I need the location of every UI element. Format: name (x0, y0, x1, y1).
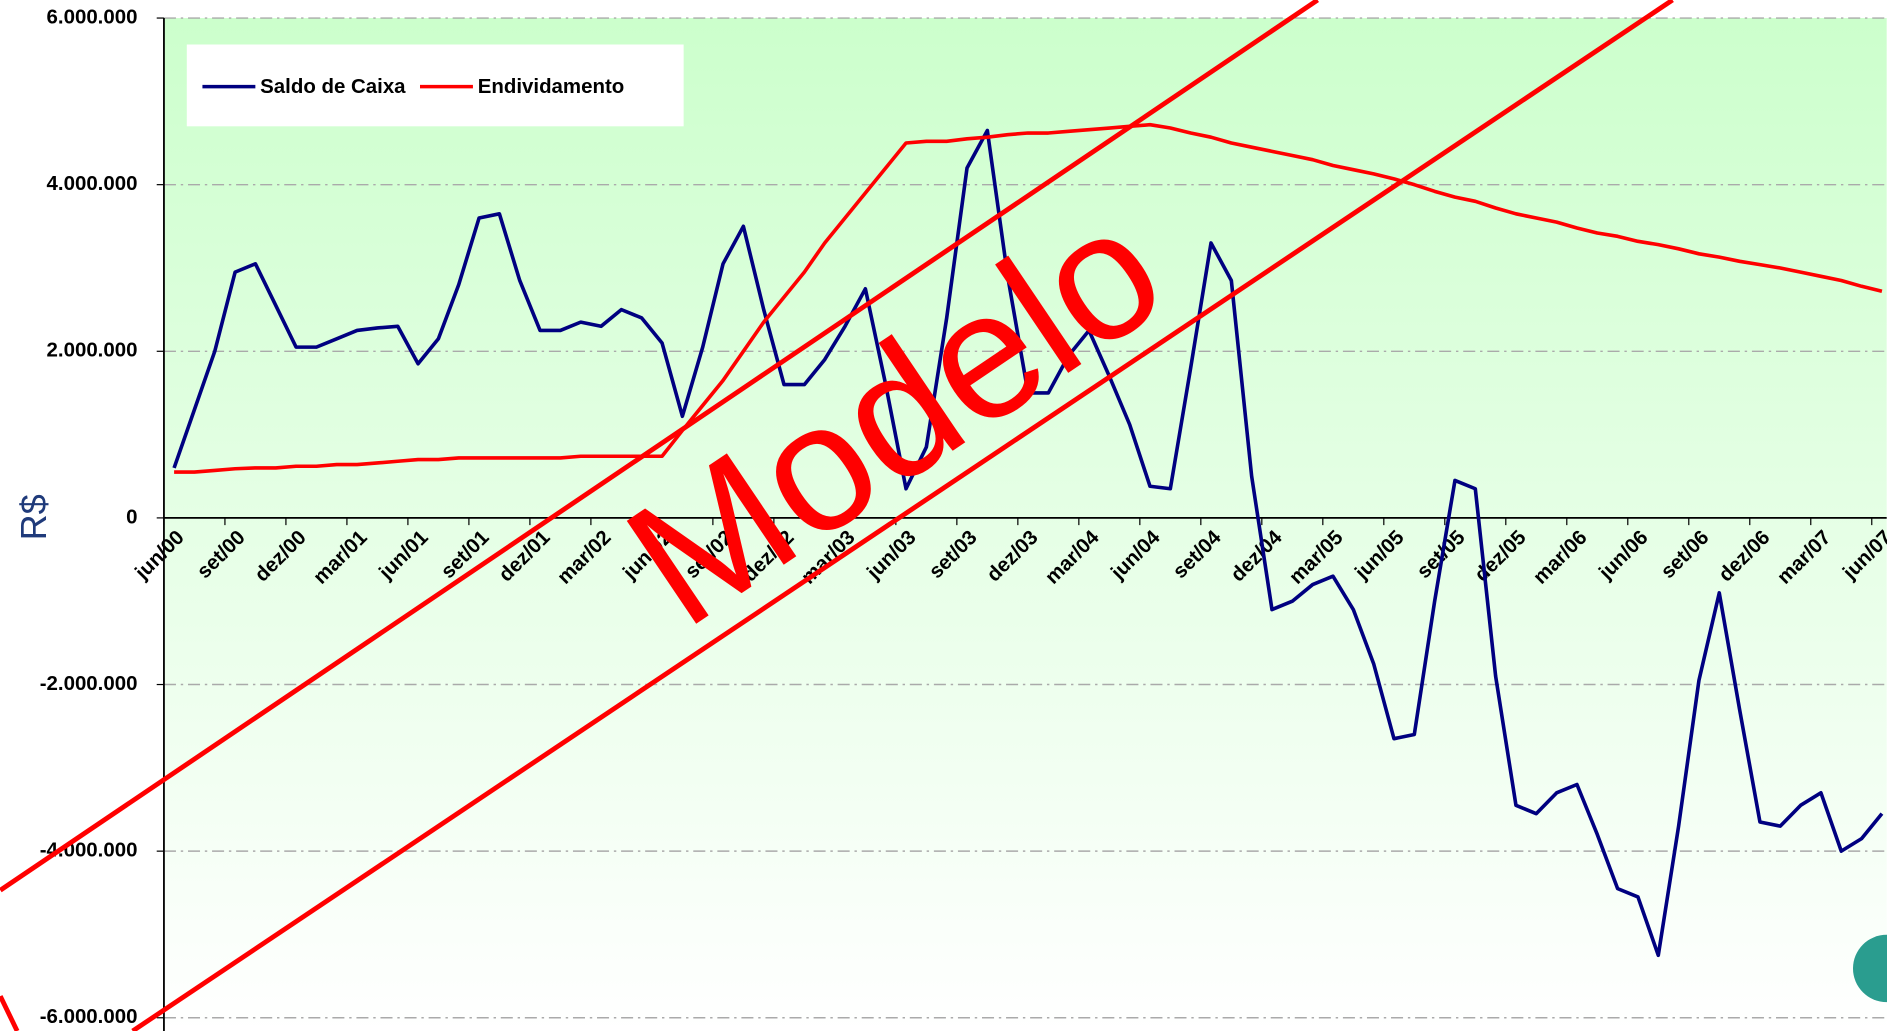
legend-label: Endividamento (478, 75, 625, 98)
y-tick-label: 2.000.000 (47, 339, 138, 362)
y-tick-label: -6.000.000 (40, 1005, 138, 1028)
logo-icon (1853, 934, 1887, 1003)
marks (172, 122, 1884, 958)
legend: Saldo de Caixa Endividamento (202, 75, 624, 98)
logo (1853, 934, 1887, 1003)
watermark-line (131, 0, 1674, 1033)
legend-label: Saldo de Caixa (260, 75, 406, 98)
watermark-line (0, 995, 20, 1033)
y-tick-label: 4.000.000 (47, 172, 138, 195)
y-tick-label: -2.000.000 (40, 672, 138, 695)
y-tick-label: -4.000.000 (40, 839, 138, 862)
line-series (174, 122, 1883, 474)
line-series (172, 128, 1884, 958)
y-axis-label: R$ (13, 494, 54, 540)
y-tick-label: 6.000.000 (47, 5, 138, 28)
plot-background (163, 18, 1887, 1031)
y-tick-label: 0 (126, 505, 137, 528)
watermark-line (0, 0, 1319, 893)
